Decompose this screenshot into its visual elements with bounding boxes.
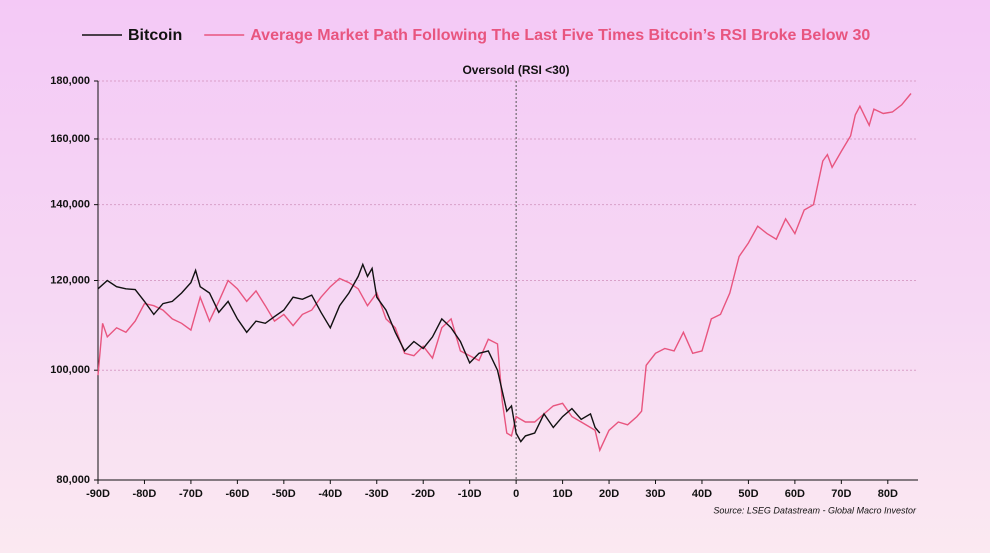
legend-label: Average Market Path Following The Last F… <box>250 27 870 44</box>
x-tick-label: -70D <box>179 488 203 500</box>
x-tick-label: -80D <box>133 488 157 500</box>
x-tick-label: 0 <box>513 488 519 500</box>
x-tick-label: -30D <box>365 488 389 500</box>
x-tick-label: -10D <box>458 488 482 500</box>
y-tick-label: 140,000 <box>50 199 90 211</box>
series-line <box>97 262 601 443</box>
x-tick-label: 60D <box>785 488 805 500</box>
x-tick-label: 10D <box>552 488 572 500</box>
x-tick-label: 40D <box>692 488 712 500</box>
annotation: Oversold (RSI <30) <box>462 63 569 77</box>
y-tick-label: 120,000 <box>50 274 90 286</box>
x-tick-label: 70D <box>831 488 851 500</box>
x-tick-label: -40D <box>318 488 342 500</box>
y-tick-label: 160,000 <box>50 133 90 145</box>
source: Source: LSEG Datastream - Global Macro I… <box>713 505 917 515</box>
y-tick-label: 180,000 <box>50 75 90 87</box>
x-tick-label: 50D <box>738 488 758 500</box>
legend-label: Bitcoin <box>128 27 182 44</box>
x-tick-label: 20D <box>599 488 619 500</box>
x-tick-label: 30D <box>645 488 665 500</box>
x-tick-label: 80D <box>878 488 898 500</box>
y-tick-label: 100,000 <box>50 364 90 376</box>
x-tick-label: -50D <box>272 488 296 500</box>
x-tick-label: -90D <box>86 488 110 500</box>
x-tick-label: -60D <box>225 488 249 500</box>
legend: Bitcoin Average Market Path Following The… <box>82 27 870 44</box>
y-tick-label: 80,000 <box>56 474 90 486</box>
series-line <box>97 93 912 453</box>
x-tick-label: -20D <box>411 488 435 500</box>
